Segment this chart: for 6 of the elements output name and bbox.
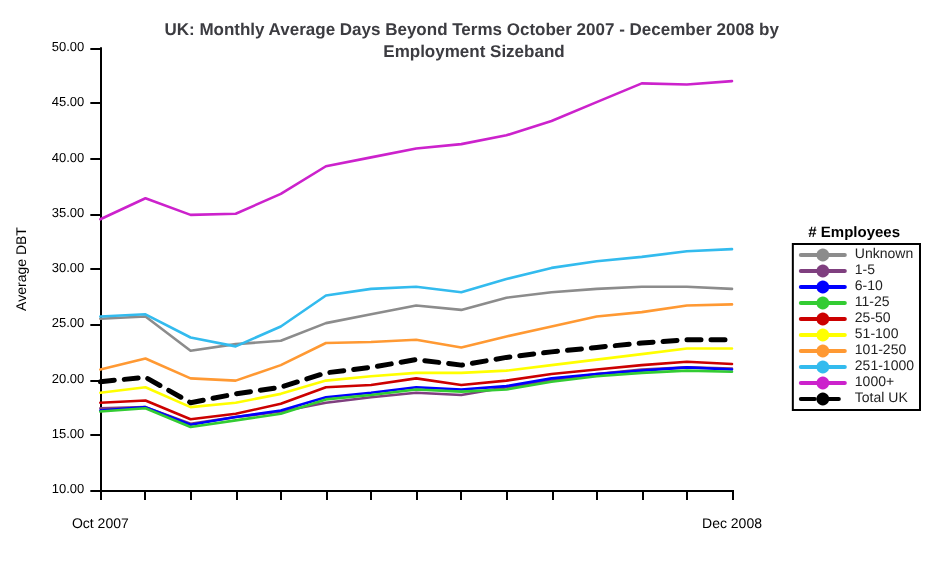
line-series: [99, 285, 734, 353]
line-series: [99, 347, 734, 409]
line-series: [99, 303, 734, 382]
line-series: [99, 79, 734, 221]
chart-title: UK: Monthly Average Days Beyond Terms October 2007 - December 2008 by Employment Sizeband: [164, 19, 784, 61]
line-series: [99, 247, 734, 348]
